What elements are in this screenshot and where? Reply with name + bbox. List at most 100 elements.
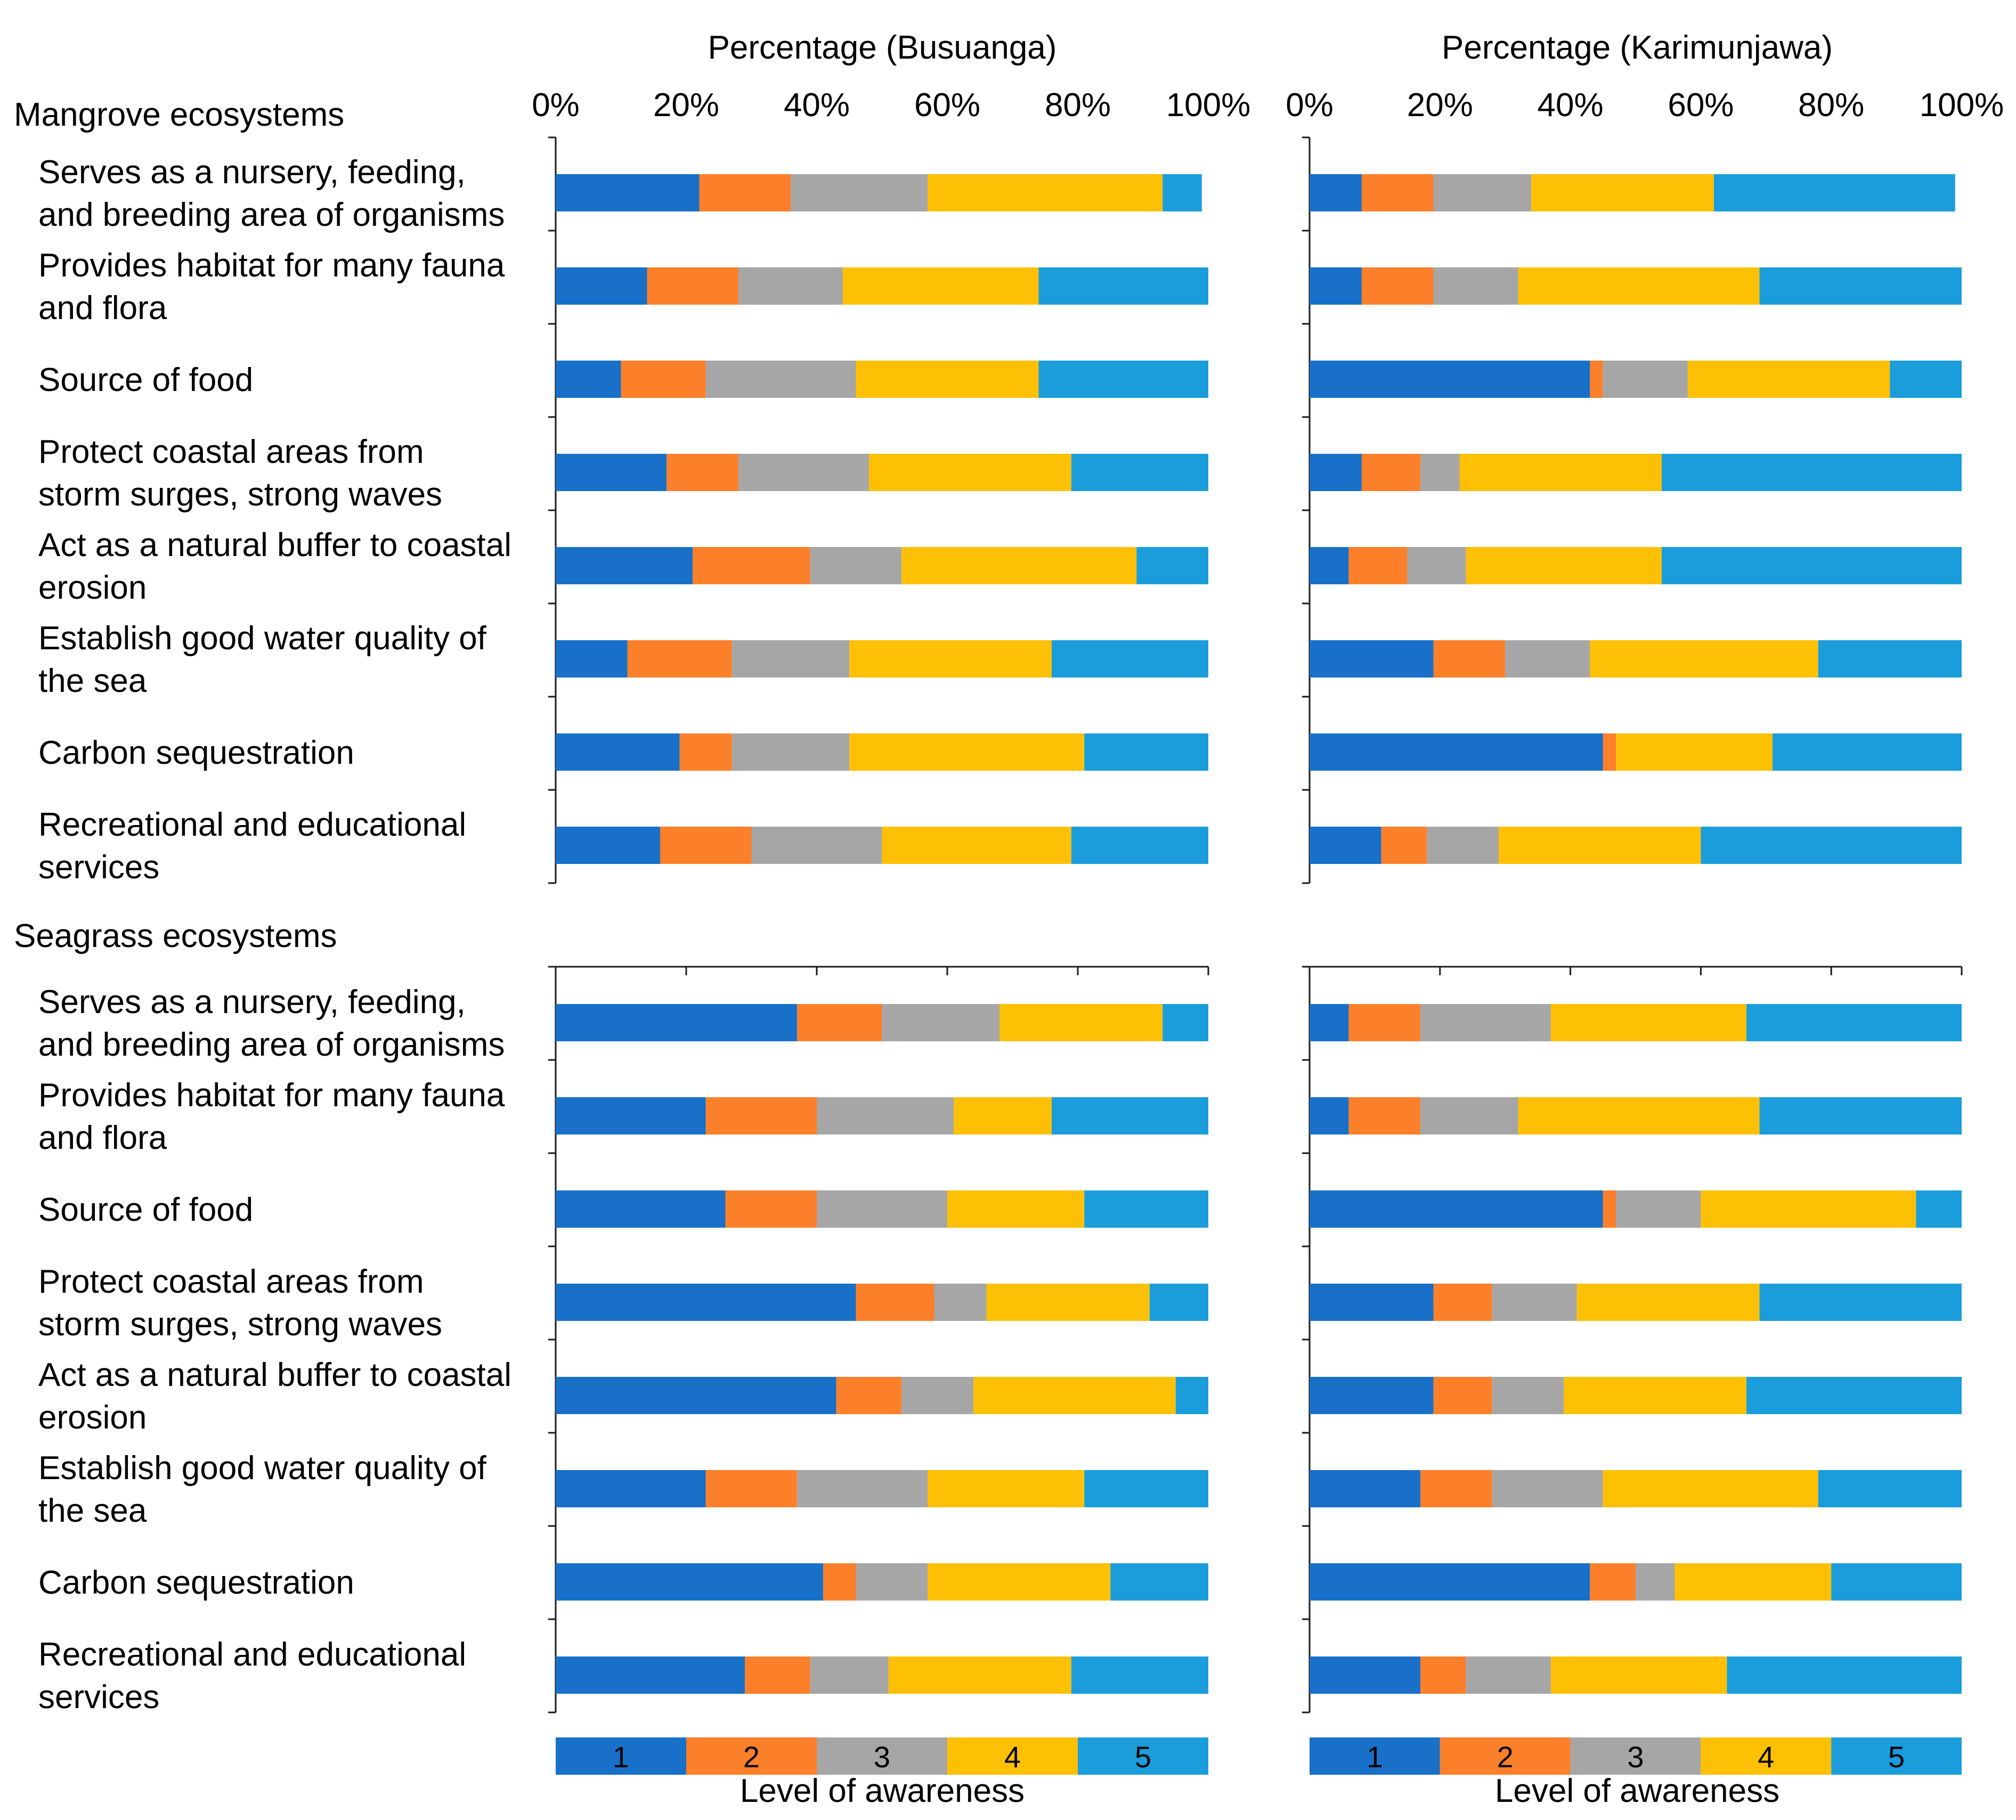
x-tick-label: 40%	[784, 87, 850, 124]
bar-segment-level-3	[1505, 640, 1590, 678]
bar-segment-level-1	[556, 1004, 798, 1041]
bar-segment-level-1	[556, 267, 647, 305]
bar-segment-level-4	[947, 1190, 1085, 1228]
bar-segment-level-5	[1052, 640, 1208, 678]
category-labels: Serves as a nursery, feeding, and breedin…	[38, 154, 511, 1716]
bar-segment-level-4	[1616, 733, 1773, 771]
bar-segment-level-5	[1759, 1097, 1962, 1135]
bar-segment-level-1	[556, 1377, 836, 1414]
bar-segment-level-1	[1310, 1470, 1421, 1507]
bar-segment-level-4	[1459, 454, 1662, 491]
legend-title-busuanga: Level of awareness	[740, 1773, 1025, 1809]
bar-segment-level-3	[1420, 454, 1460, 491]
bar-segment-level-1	[556, 1563, 824, 1601]
legend-swatch-level-2	[1440, 1737, 1571, 1775]
category-label-line: and breeding area of organisms	[38, 197, 505, 233]
bar-segment-level-1	[1310, 267, 1362, 305]
category-label: Provides habitat for many fauna and flora	[38, 1077, 505, 1156]
bar-segment-level-5	[1136, 547, 1208, 584]
category-label-line: and flora	[38, 1120, 167, 1156]
legend-label-level-5: 5	[1888, 1740, 1905, 1774]
legend-swatch-level-1	[1310, 1737, 1440, 1775]
legend-swatch-level-3	[817, 1737, 947, 1775]
bar-segment-level-1	[556, 174, 700, 211]
bar-segment-level-3	[1466, 1656, 1551, 1694]
bar-segment-level-2	[660, 827, 752, 864]
bar-segment-level-2	[1420, 1470, 1492, 1507]
category-label: Source of food	[38, 1191, 253, 1228]
bar-segment-level-2	[856, 1284, 934, 1321]
category-label-line: erosion	[38, 1399, 147, 1436]
bar-segment-level-2	[679, 733, 732, 771]
bar-segment-level-4	[1531, 174, 1714, 211]
legend-label-level-2: 2	[1497, 1740, 1514, 1774]
category-label-line: Establish good water quality of	[38, 1450, 487, 1487]
category-label: Serves as a nursery, feeding, and breedin…	[38, 154, 505, 233]
category-label-line: and breeding area of organisms	[38, 1026, 505, 1063]
bar-segment-level-4	[999, 1004, 1163, 1041]
bar-segment-level-1	[556, 1470, 706, 1507]
category-label-line: Provides habitat for many fauna	[38, 247, 505, 284]
panel-title-karimunjawa: Percentage (Karimunjawa)	[1442, 29, 1833, 66]
bar-segment-level-3	[738, 267, 843, 305]
bar-segment-level-5	[1831, 1563, 1962, 1601]
bar-segment-level-1	[1310, 1284, 1434, 1321]
bar-segment-level-3	[1616, 1190, 1701, 1228]
x-tick-label: 80%	[1045, 87, 1111, 124]
bar-segment-level-2	[1361, 174, 1434, 211]
bar-segment-level-2	[1433, 640, 1506, 678]
bar-segment-level-1	[1310, 361, 1590, 398]
bar-segment-level-4	[869, 454, 1071, 491]
category-label-line: Protect coastal areas from	[38, 434, 424, 470]
bar-segment-level-4	[1564, 1377, 1747, 1414]
legend-label-level-3: 3	[1627, 1740, 1644, 1774]
bar-segment-level-4	[1466, 547, 1662, 584]
bar-segment-level-5	[1916, 1190, 1962, 1228]
bar-segment-level-2	[1420, 1656, 1466, 1694]
category-label: Recreational and educational services	[38, 806, 466, 886]
bar-segment-level-3	[1603, 361, 1688, 398]
category-label: Protect coastal areas from storm surges, …	[38, 1263, 442, 1343]
bars-layer	[556, 174, 1962, 1694]
bar-segment-level-5	[1759, 1284, 1962, 1321]
category-label-line: and flora	[38, 290, 167, 327]
category-label: Carbon sequestration	[38, 1564, 354, 1601]
x-tick-label: 0%	[1286, 87, 1334, 124]
bar-segment-level-5	[1701, 827, 1962, 864]
bar-segment-level-4	[928, 1563, 1111, 1601]
bar-segment-level-1	[1310, 733, 1603, 771]
bar-segment-level-1	[1310, 1097, 1349, 1135]
bar-segment-level-3	[901, 1377, 973, 1414]
category-label-line: erosion	[38, 569, 147, 606]
bar-segment-level-4	[1518, 1097, 1760, 1135]
category-label: Serves as a nursery, feeding, and breedin…	[38, 984, 505, 1063]
bar-segment-level-1	[1310, 1563, 1590, 1601]
axes-layer: 0% 20% 40% 60% 80% 100% 0% 20% 40% 60% 80% 100%	[532, 87, 2004, 1713]
bar-segment-level-1	[556, 733, 680, 771]
category-label: Protect coastal areas from storm surges, …	[38, 434, 442, 513]
x-tick-label: 100%	[1920, 87, 2004, 124]
bar-segment-level-2	[1433, 1284, 1492, 1321]
bar-segment-level-5	[1773, 733, 1962, 771]
bar-segment-level-3	[817, 1097, 954, 1135]
legend-label-level-3: 3	[874, 1740, 890, 1774]
legend-label-level-1: 1	[613, 1740, 629, 1774]
category-label-line: Recreational and educational	[38, 806, 466, 843]
bar-segment-level-3	[731, 733, 850, 771]
bar-segment-level-3	[1492, 1377, 1564, 1414]
x-tick-label: 60%	[914, 87, 980, 124]
bar-segment-level-3	[856, 1563, 928, 1601]
bar-segment-level-4	[986, 1284, 1150, 1321]
bar-segment-level-5	[1661, 454, 1962, 491]
bar-segment-level-2	[647, 267, 738, 305]
x-tick-label: 100%	[1166, 87, 1251, 124]
section-title-mangrove: Mangrove ecosystems	[14, 96, 344, 133]
bar-segment-level-1	[556, 827, 660, 864]
bar-segment-level-3	[1636, 1563, 1675, 1601]
bar-segment-level-5	[1084, 733, 1208, 771]
bar-segment-level-2	[627, 640, 732, 678]
bar-segment-level-5	[1818, 640, 1962, 678]
bar-segment-level-2	[1348, 1097, 1421, 1135]
bar-segment-level-2	[699, 174, 791, 211]
bar-segment-level-1	[1310, 454, 1362, 491]
